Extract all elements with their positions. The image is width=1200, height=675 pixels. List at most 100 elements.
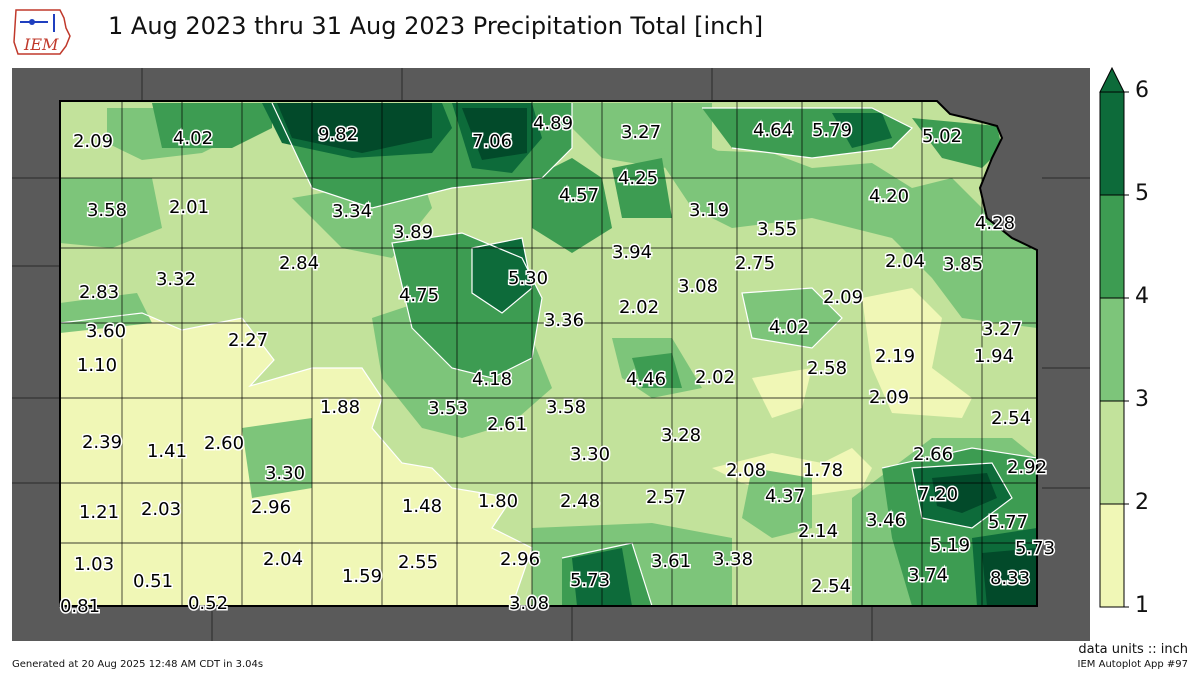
value-label: 3.19 bbox=[689, 200, 729, 221]
value-label: 5.30 bbox=[508, 268, 548, 289]
map-title: 1 Aug 2023 thru 31 Aug 2023 Precipitatio… bbox=[108, 12, 764, 40]
value-label: 2.83 bbox=[79, 282, 119, 303]
value-label: 2.61 bbox=[487, 414, 527, 435]
colorbar-tick-label: 3 bbox=[1135, 387, 1149, 412]
value-label: 2.92 bbox=[1007, 457, 1047, 478]
value-label: 2.09 bbox=[869, 387, 909, 408]
value-label: 2.01 bbox=[169, 197, 209, 218]
value-label: 2.54 bbox=[991, 408, 1031, 429]
value-label: 3.53 bbox=[428, 398, 468, 419]
value-label: 3.58 bbox=[546, 397, 586, 418]
value-label: 3.28 bbox=[661, 425, 701, 446]
value-label: 2.55 bbox=[398, 552, 438, 573]
value-label: 2.02 bbox=[695, 367, 735, 388]
value-label: 3.46 bbox=[866, 510, 906, 531]
app-name: IEM Autoplot App #97 bbox=[1077, 659, 1188, 670]
value-label: 2.96 bbox=[500, 549, 540, 570]
value-label: 2.48 bbox=[560, 491, 600, 512]
value-label: 3.89 bbox=[393, 222, 433, 243]
value-label: 0.52 bbox=[188, 593, 228, 614]
value-label: 3.74 bbox=[908, 565, 948, 586]
value-label: 4.25 bbox=[618, 168, 658, 189]
value-label: 1.10 bbox=[77, 355, 117, 376]
value-label: 3.27 bbox=[982, 319, 1022, 340]
value-label: 2.08 bbox=[726, 460, 766, 481]
value-label: 4.02 bbox=[173, 128, 213, 149]
colorbar-tick-label: 4 bbox=[1135, 284, 1149, 309]
value-label: 3.55 bbox=[757, 219, 797, 240]
value-label: 2.04 bbox=[263, 549, 303, 570]
value-label: 2.02 bbox=[619, 297, 659, 318]
value-label: 3.08 bbox=[678, 276, 718, 297]
colorbar-bin bbox=[1099, 91, 1125, 196]
value-label: 4.18 bbox=[472, 369, 512, 390]
state-outline bbox=[59, 100, 1038, 607]
value-label: 1.41 bbox=[147, 441, 187, 462]
value-label: 1.03 bbox=[74, 554, 114, 575]
value-label: 4.28 bbox=[975, 213, 1015, 234]
colorbar-bin bbox=[1099, 297, 1125, 402]
value-label: 7.06 bbox=[472, 131, 512, 152]
value-label: 4.02 bbox=[769, 317, 809, 338]
value-label: 0.51 bbox=[133, 571, 173, 592]
colorbar-over-arrow bbox=[1099, 66, 1125, 93]
value-label: 3.34 bbox=[332, 201, 372, 222]
county-lines bbox=[60, 101, 1037, 606]
value-label: 5.73 bbox=[1015, 538, 1055, 559]
colorbar-tick-label: 1 bbox=[1135, 593, 1149, 618]
value-label: 5.73 bbox=[570, 570, 610, 591]
value-label: 3.61 bbox=[651, 551, 691, 572]
colorbar-tick-label: 5 bbox=[1135, 181, 1149, 206]
value-label: 5.77 bbox=[988, 512, 1028, 533]
neighbor-state-lines bbox=[12, 68, 1090, 641]
value-label: 2.19 bbox=[875, 346, 915, 367]
value-label: 3.08 bbox=[509, 593, 549, 614]
value-label: 4.20 bbox=[869, 186, 909, 207]
value-label: 9.82 bbox=[318, 124, 358, 145]
value-label: 0.81 bbox=[60, 596, 100, 617]
value-label: 2.04 bbox=[885, 251, 925, 272]
units-label: data units :: inch bbox=[1078, 642, 1188, 657]
value-label: 2.66 bbox=[913, 444, 953, 465]
value-label: 3.58 bbox=[87, 200, 127, 221]
value-label: 3.38 bbox=[713, 549, 753, 570]
generated-timestamp: Generated at 20 Aug 2025 12:48 AM CDT in… bbox=[12, 659, 264, 670]
value-label: 2.14 bbox=[798, 521, 838, 542]
value-label: 3.30 bbox=[265, 463, 305, 484]
value-label: 3.30 bbox=[570, 444, 610, 465]
value-labels: 2.09 4.02 9.82 7.06 4.89 3.27 4.64 5.79 … bbox=[58, 112, 1056, 619]
value-label: 2.60 bbox=[204, 433, 244, 454]
value-label: 3.36 bbox=[544, 310, 584, 331]
value-label: 1.48 bbox=[402, 496, 442, 517]
value-label: 8.33 bbox=[990, 568, 1030, 589]
value-label: 5.19 bbox=[930, 535, 970, 556]
value-label: 2.75 bbox=[735, 253, 775, 274]
value-label: 1.80 bbox=[478, 491, 518, 512]
colorbar-bin bbox=[1099, 400, 1125, 505]
value-label: 3.60 bbox=[86, 321, 126, 342]
colorbar-bin bbox=[1099, 503, 1125, 608]
value-label: 2.39 bbox=[82, 432, 122, 453]
value-label: 3.32 bbox=[156, 269, 196, 290]
value-label: 3.85 bbox=[943, 254, 983, 275]
value-label: 4.89 bbox=[533, 113, 573, 134]
value-label: 7.20 bbox=[918, 484, 958, 505]
value-label: 4.75 bbox=[399, 285, 439, 306]
colorbar-tick-label: 6 bbox=[1135, 78, 1149, 103]
value-label: 2.54 bbox=[811, 576, 851, 597]
value-label: 3.27 bbox=[621, 122, 661, 143]
value-label: 2.96 bbox=[251, 497, 291, 518]
value-label: 2.09 bbox=[823, 287, 863, 308]
value-label: 4.57 bbox=[559, 185, 599, 206]
value-label: 2.84 bbox=[279, 253, 319, 274]
value-label: 1.59 bbox=[342, 566, 382, 587]
value-label: 2.57 bbox=[646, 487, 686, 508]
value-label: 1.94 bbox=[974, 346, 1014, 367]
precip-fill-regions bbox=[60, 102, 1037, 606]
value-label: 5.02 bbox=[922, 126, 962, 147]
value-label: 1.78 bbox=[803, 460, 843, 481]
value-label: 2.58 bbox=[807, 358, 847, 379]
value-label: 2.03 bbox=[141, 499, 181, 520]
value-label: 4.64 bbox=[753, 120, 793, 141]
colorbar-bin bbox=[1099, 194, 1125, 299]
